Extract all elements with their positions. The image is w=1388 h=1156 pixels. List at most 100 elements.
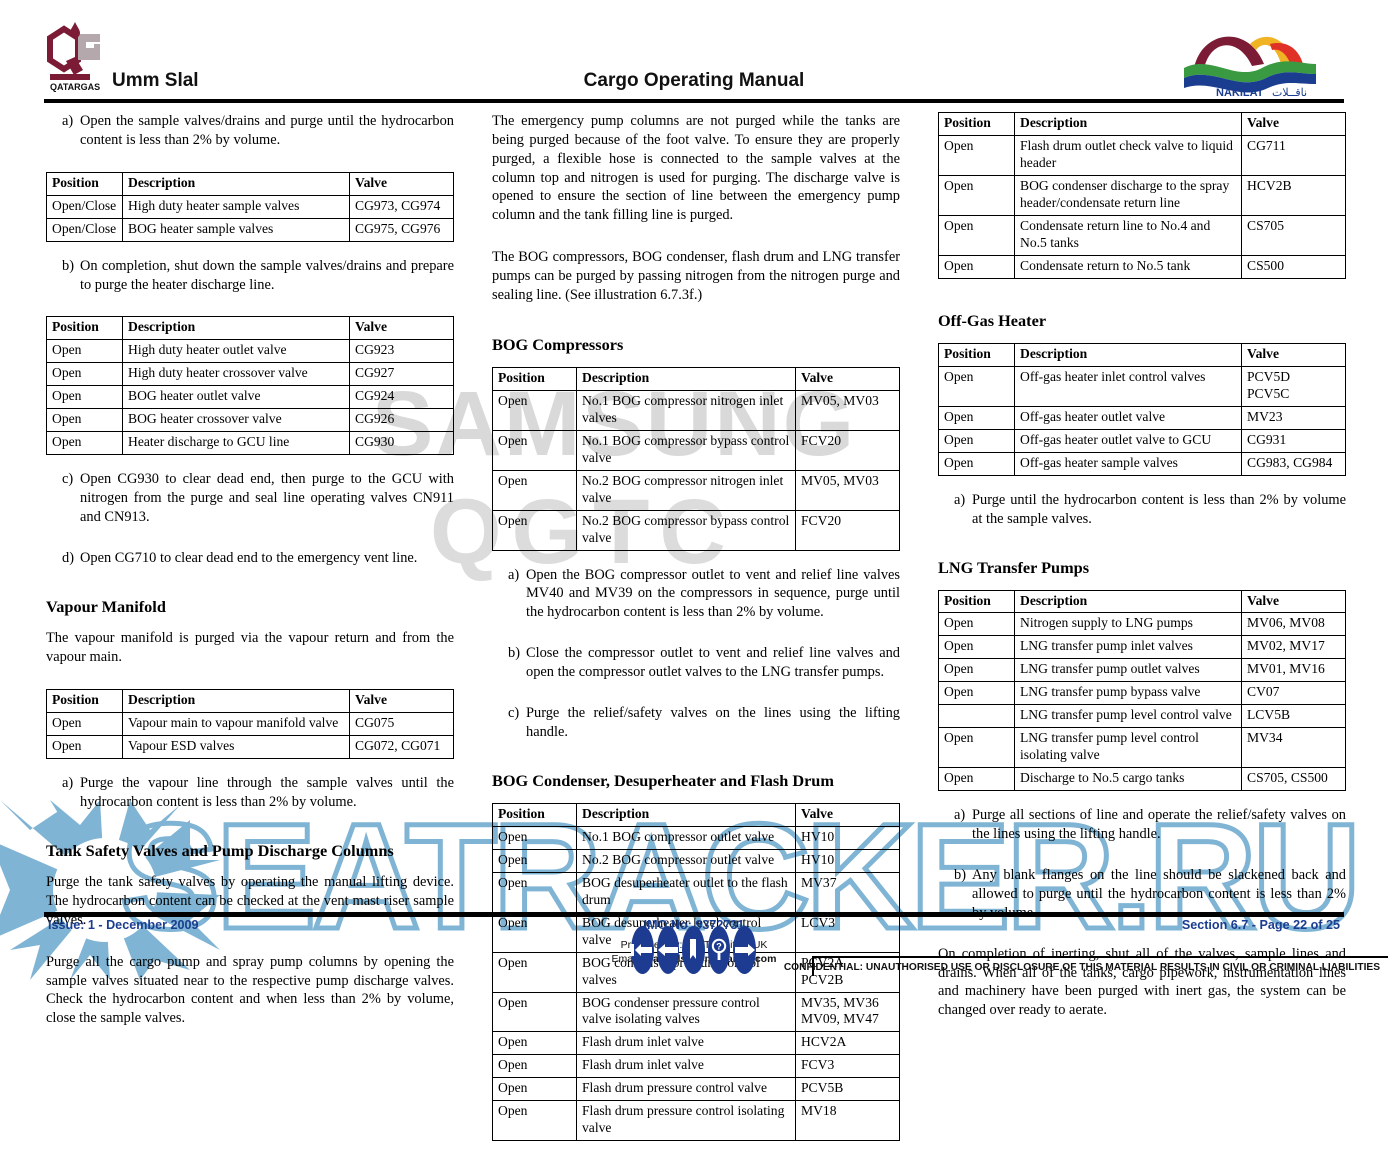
cell-position: Open <box>938 134 1015 176</box>
table-row: Open Off-gas heater inlet control valves P… <box>938 365 1346 407</box>
cell-description: Vapour main to vapour manifold valve <box>122 712 350 737</box>
col-header-valve: Valve <box>795 366 900 391</box>
table-row: Open No.2 BOG compressor outlet valve HV10 <box>492 848 900 873</box>
header-divider <box>44 99 1344 103</box>
col-header-description: Description <box>1014 342 1242 367</box>
col-header-valve: Valve <box>1241 112 1346 136</box>
list-text: Open CG930 to clear dead end, then purge… <box>80 471 454 526</box>
table-row: Open Flash drum pressure control valve PCV… <box>492 1077 900 1102</box>
col-header-position: Position <box>46 689 123 714</box>
section-heading-bog-condenser: BOG Condenser, Desuperheater and Flash D… <box>492 770 834 790</box>
table-row: Open/Close BOG heater sample valves CG97… <box>46 217 454 242</box>
list-text: Close the compressor outlet to vent and … <box>526 645 900 681</box>
cell-position: Open <box>938 254 1015 279</box>
cell-valve: CS500 <box>1241 254 1346 279</box>
col-header-position: Position <box>938 112 1015 136</box>
cell-description: LNG transfer pump level control valve <box>1014 704 1242 729</box>
list-marker: c) <box>62 471 74 488</box>
arrow-left-icon <box>657 944 678 956</box>
cell-valve: FCV20 <box>795 429 900 471</box>
nav-bookmark-button[interactable] <box>682 926 705 974</box>
cell-position: Open <box>938 174 1015 216</box>
table-header-row: Position Description Valve <box>492 802 900 827</box>
nav-help-button[interactable]: ? <box>707 926 731 974</box>
cell-description: Flash drum inlet valve <box>576 1054 796 1079</box>
cell-valve: CG072, CG071 <box>349 735 454 760</box>
cell-position: Open <box>492 871 577 913</box>
section-heading-tank-safety-valves: Tank Safety Valves and Pump Discharge Co… <box>46 841 394 861</box>
cell-description: Flash drum inlet valve <box>576 1031 796 1056</box>
cell-description: Nitrogen supply to LNG pumps <box>1014 612 1242 637</box>
lng-transfer-pumps-valves-table: Position Description Valve Open Nitrogen … <box>938 589 1346 792</box>
confidential-box <box>812 956 1388 976</box>
cell-position: Open <box>46 712 123 737</box>
col-header-valve: Valve <box>795 802 900 827</box>
table-row: Open Flash drum inlet valve HCV2A <box>492 1031 900 1056</box>
cell-description: BOG heater sample valves <box>122 217 350 242</box>
cell-position: Open <box>46 431 123 456</box>
col-header-valve: Valve <box>349 171 454 196</box>
table-row: Open Condensate return line to No.4 and N… <box>938 214 1346 256</box>
cell-description: High duty heater outlet valve <box>122 339 350 364</box>
list-item: b) Close the compressor outlet to vent a… <box>492 644 900 682</box>
cell-valve: PCV5B <box>795 1077 900 1102</box>
nav-previous-page-button[interactable] <box>656 926 680 974</box>
table-row: Open Flash drum inlet valve FCV3 <box>492 1054 900 1079</box>
cell-position: Open <box>492 825 577 850</box>
table-header-row: Position Description Valve <box>46 171 454 196</box>
navigation-buttons[interactable]: ? <box>631 926 757 974</box>
col-header-description: Description <box>122 171 350 196</box>
cell-description: Condensate return to No.5 tank <box>1014 254 1242 279</box>
cell-valve: PCV5D PCV5C <box>1241 365 1346 407</box>
list-marker: b) <box>508 645 520 662</box>
table-header-row: Position Description Valve <box>938 589 1346 614</box>
cell-position: Open <box>938 612 1015 637</box>
cell-position: Open <box>938 767 1015 792</box>
cell-description: BOG heater outlet valve <box>122 385 350 410</box>
content-column-1: a) Open the sample valves/drains and pur… <box>46 112 454 1041</box>
cell-position: Open <box>938 365 1015 407</box>
qatargas-logo: QATARGAS <box>47 22 100 92</box>
section-heading-lng-transfer-pumps: LNG Transfer Pumps <box>938 557 1090 577</box>
table-row: Open High duty heater outlet valve CG923 <box>46 339 454 364</box>
table-row: Open No.1 BOG compressor outlet valve HV10 <box>492 825 900 850</box>
list-marker: b) <box>62 257 74 274</box>
flash-drum-continued-valves-table: Position Description Valve Open Flash dru… <box>938 112 1346 279</box>
table-row: Open LNG transfer pump inlet valves MV02, … <box>938 635 1346 660</box>
cell-position: Open <box>492 848 577 873</box>
cell-valve: CG075 <box>349 712 454 737</box>
cell-valve: MV01, MV16 <box>1241 658 1346 683</box>
table-row: Open BOG condenser discharge to the spray… <box>938 174 1346 216</box>
cell-valve: HV10 <box>795 825 900 850</box>
cell-valve: CG923 <box>349 339 454 364</box>
cell-valve: CG924 <box>349 385 454 410</box>
list-marker: b) <box>954 867 966 884</box>
cell-valve: MV18 <box>795 1100 900 1142</box>
table-row: Open BOG heater outlet valve CG924 <box>46 385 454 410</box>
footer-section-page: Section 6.7 - Page 22 of 25 <box>1181 918 1340 932</box>
list-marker: d) <box>62 549 74 566</box>
cell-position: Open <box>938 451 1015 476</box>
cell-valve: FCV3 <box>795 1054 900 1079</box>
table-row: Open High duty heater crossover valve CG92… <box>46 362 454 387</box>
cell-description: Flash drum outlet check valve to liquid … <box>1014 134 1242 176</box>
nav-first-page-button[interactable] <box>631 926 654 974</box>
bog-compressors-valves-table: Position Description Valve Open No.1 BOG … <box>492 366 900 551</box>
list-item: a) Open the sample valves/drains and pur… <box>46 112 454 150</box>
list-text: Purge all sections of line and operate t… <box>972 807 1346 843</box>
cell-valve: CS705 <box>1241 214 1346 256</box>
cell-valve: MV35, MV36 MV09, MV47 <box>795 991 900 1033</box>
col-header-description: Description <box>1014 112 1242 136</box>
cell-valve: MV05, MV03 <box>795 389 900 431</box>
col-header-position: Position <box>492 802 577 827</box>
cell-valve: CG931 <box>1241 428 1346 453</box>
cell-valve: HV10 <box>795 848 900 873</box>
cell-valve: CG975, CG976 <box>349 217 454 242</box>
nav-next-page-button[interactable] <box>733 926 756 974</box>
list-marker: a) <box>508 566 520 583</box>
col-header-description: Description <box>122 689 350 714</box>
table-row: Open LNG transfer pump bypass valve CV07 <box>938 681 1346 706</box>
table-row: LNG transfer pump level control valve LCV… <box>938 704 1346 729</box>
list-marker: a) <box>62 113 74 129</box>
cell-description: High duty heater crossover valve <box>122 362 350 387</box>
